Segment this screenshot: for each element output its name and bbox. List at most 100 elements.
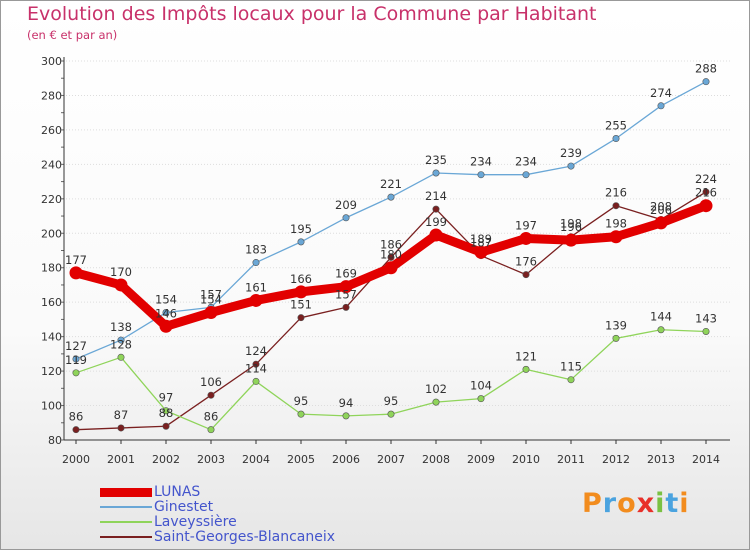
y-tick-label: 120	[41, 365, 62, 378]
data-point-laveyssiere	[387, 410, 395, 418]
data-label-saint-georges-blancaneix: 157	[335, 287, 357, 301]
chart-subtitle: (en € et par an)	[27, 28, 118, 42]
data-label-laveyssiere: 95	[384, 394, 399, 408]
data-label-ginestet: 255	[605, 119, 627, 133]
data-label-saint-georges-blancaneix: 87	[114, 408, 129, 422]
x-tick-label: 2000	[62, 453, 90, 466]
y-tick-label: 260	[41, 124, 62, 137]
data-label-lunas: 206	[650, 203, 672, 217]
y-tick-label: 180	[41, 262, 62, 275]
data-point-lunas	[564, 233, 578, 247]
data-label-saint-georges-blancaneix: 151	[290, 298, 312, 312]
data-label-laveyssiere: 139	[605, 318, 627, 332]
data-point-lunas	[699, 199, 713, 213]
data-point-lunas	[429, 228, 443, 242]
x-tick-label: 2011	[557, 453, 585, 466]
data-point-ginestet	[567, 162, 575, 170]
data-label-ginestet: 274	[650, 86, 672, 100]
data-label-laveyssiere: 144	[650, 310, 672, 324]
data-label-ginestet: 239	[560, 146, 582, 160]
x-tick-label: 2005	[287, 453, 315, 466]
x-tick-label: 2002	[152, 453, 180, 466]
data-label-laveyssiere: 115	[560, 360, 582, 374]
data-point-saint-georges-blancaneix	[612, 202, 620, 210]
data-label-lunas: 154	[200, 293, 222, 307]
data-label-lunas: 199	[425, 215, 447, 229]
data-point-laveyssiere	[72, 369, 80, 377]
legend-item-saint-georges-blancaneix: Saint-Georges-Blancaneix	[100, 529, 335, 545]
data-label-laveyssiere: 128	[110, 337, 132, 351]
data-point-saint-georges-blancaneix	[117, 424, 125, 432]
y-tick-label: 220	[41, 193, 62, 206]
data-point-ginestet	[72, 355, 80, 363]
data-label-ginestet: 288	[695, 62, 717, 76]
y-tick-label: 300	[41, 55, 62, 68]
logo-letter: t	[665, 488, 680, 519]
data-label-saint-georges-blancaneix: 106	[200, 375, 222, 389]
logo-letter: P	[582, 488, 603, 519]
legend-label-saint-georges-blancaneix: Saint-Georges-Blancaneix	[154, 529, 336, 545]
data-label-lunas: 180	[380, 248, 402, 262]
data-label-lunas: 189	[470, 232, 492, 246]
data-label-ginestet: 127	[65, 339, 87, 353]
data-label-saint-georges-blancaneix: 124	[245, 344, 267, 358]
legend-swatch-ginestet	[100, 506, 152, 508]
data-label-ginestet: 195	[290, 222, 312, 236]
data-label-saint-georges-blancaneix: 214	[425, 189, 447, 203]
data-label-lunas: 166	[290, 272, 312, 286]
data-point-saint-georges-blancaneix	[162, 422, 170, 430]
legend-label-lunas: LUNAS	[154, 484, 201, 500]
logo-letter: x	[636, 488, 656, 519]
data-label-ginestet: 154	[155, 293, 177, 307]
data-label-lunas: 146	[155, 306, 177, 320]
data-point-saint-georges-blancaneix	[342, 303, 350, 311]
data-point-lunas	[339, 280, 353, 294]
data-point-ginestet	[297, 238, 305, 246]
y-tick-label: 200	[41, 227, 62, 240]
legend-label-laveyssiere: Laveyssière	[154, 514, 237, 530]
data-label-lunas: 177	[65, 253, 87, 267]
y-tick-label: 280	[41, 89, 62, 102]
data-label-lunas: 169	[335, 267, 357, 281]
data-point-lunas	[69, 266, 83, 280]
logo-letter: o	[617, 488, 637, 519]
x-tick-label: 2013	[647, 453, 675, 466]
data-label-saint-georges-blancaneix: 88	[159, 406, 174, 420]
data-point-saint-georges-blancaneix	[387, 253, 395, 261]
data-point-laveyssiere	[567, 376, 575, 384]
data-label-laveyssiere: 102	[425, 382, 447, 396]
legend-label-ginestet: Ginestet	[154, 499, 214, 515]
data-point-lunas	[159, 319, 173, 333]
data-label-saint-georges-blancaneix: 187	[470, 236, 492, 250]
data-label-saint-georges-blancaneix: 198	[560, 217, 582, 231]
data-label-ginestet: 235	[425, 153, 447, 167]
legend-swatch-lunas	[100, 487, 152, 497]
data-label-ginestet: 209	[335, 198, 357, 212]
data-point-laveyssiere	[702, 327, 710, 335]
data-point-laveyssiere	[297, 410, 305, 418]
data-label-laveyssiere: 121	[515, 349, 537, 363]
data-point-ginestet	[117, 336, 125, 344]
x-tick-label: 2006	[332, 453, 360, 466]
data-label-ginestet: 138	[110, 320, 132, 334]
data-label-laveyssiere: 94	[339, 396, 354, 410]
y-tick-label: 240	[41, 158, 62, 171]
y-tick-label: 80	[48, 434, 62, 447]
data-label-laveyssiere: 86	[204, 410, 219, 424]
data-label-saint-georges-blancaneix: 86	[69, 410, 84, 424]
legend-swatch-laveyssiere	[100, 521, 152, 523]
data-point-lunas	[204, 306, 218, 320]
data-label-laveyssiere: 104	[470, 379, 492, 393]
legend-item-ginestet: Ginestet	[100, 499, 213, 515]
data-point-lunas	[114, 278, 128, 292]
data-point-ginestet	[657, 102, 665, 110]
data-label-lunas: 170	[110, 265, 132, 279]
x-tick-label: 2003	[197, 453, 225, 466]
data-label-lunas: 197	[515, 218, 537, 232]
data-point-laveyssiere	[342, 412, 350, 420]
data-label-lunas: 216	[695, 186, 717, 200]
data-point-saint-georges-blancaneix	[432, 205, 440, 213]
data-label-laveyssiere: 143	[695, 311, 717, 325]
data-label-saint-georges-blancaneix: 208	[650, 199, 672, 213]
data-point-saint-georges-blancaneix	[702, 188, 710, 196]
